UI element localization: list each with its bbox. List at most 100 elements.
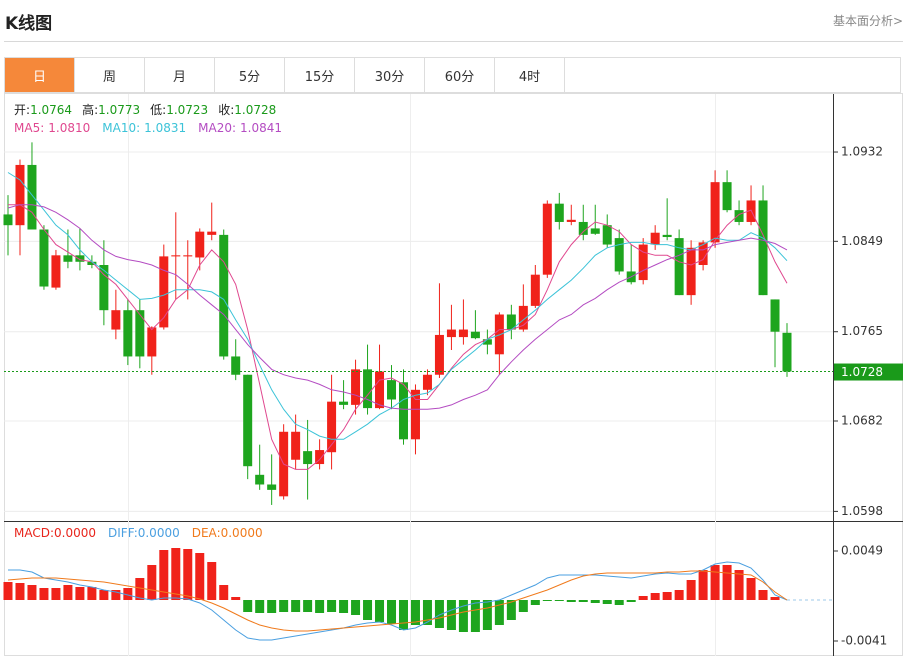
period-tab[interactable]: 周 [75, 58, 145, 92]
readout-value: 0.0000 [54, 526, 96, 540]
macd-bar [506, 600, 516, 620]
candle-body [387, 380, 397, 400]
candle-body [51, 255, 61, 288]
candle-body [674, 238, 684, 296]
ohlc-label: 高 [82, 102, 94, 117]
period-tab[interactable]: 15分 [285, 58, 355, 92]
macd-bar [650, 593, 660, 600]
candle-body [363, 369, 373, 409]
candle-body [710, 182, 720, 243]
macd-bar [3, 582, 13, 600]
period-tab[interactable]: 月 [145, 58, 215, 92]
candle-body [602, 225, 612, 245]
period-tab[interactable]: 60分 [425, 58, 495, 92]
macd-bar [602, 600, 612, 604]
macd-bar [482, 600, 492, 630]
macd-bar [87, 587, 97, 600]
readout-name: MA10 [102, 121, 136, 135]
period-tab[interactable]: 日 [5, 58, 75, 92]
macd-bar [387, 600, 397, 624]
candle-body [75, 255, 85, 262]
candle-body [614, 238, 624, 272]
candle-body [375, 371, 385, 409]
candle-body [15, 164, 25, 226]
ohlc-label: 开 [14, 103, 26, 117]
candle-body [147, 327, 157, 357]
readout-value: 1.0841 [240, 121, 282, 135]
macd-bar [279, 600, 289, 612]
readout-name: MA20 [198, 121, 232, 135]
ma-line [7, 204, 788, 410]
macd-bar [195, 553, 205, 600]
candle-body [219, 234, 229, 357]
ohlc-label: 低 [150, 103, 162, 117]
candle-body [686, 247, 696, 296]
readout-name: MACD [14, 526, 50, 540]
candle-body [195, 231, 205, 258]
candle-body [590, 228, 600, 234]
y-tick-label: 1.0765 [841, 324, 883, 338]
macd-bar [159, 550, 169, 600]
candle-body [470, 331, 480, 339]
macd-bar [542, 600, 552, 601]
macd-bar [123, 588, 133, 600]
fundamental-link[interactable]: 基本面分析> [832, 14, 903, 28]
macd-bar [303, 600, 313, 612]
candle-body [446, 329, 456, 338]
ohlc-label: 收 [218, 103, 230, 117]
macd-bar [770, 597, 780, 600]
candle-body [566, 219, 576, 222]
macd-bar [422, 600, 432, 625]
candle-body [662, 234, 672, 238]
candle-body [398, 382, 408, 440]
candle-body [3, 214, 13, 226]
current-price-tag [834, 363, 903, 381]
macd-bar [147, 565, 157, 600]
macd-line [8, 561, 788, 641]
macd-bar [566, 600, 576, 602]
macd-bar [99, 590, 109, 600]
readout-value: 1.0831 [144, 121, 186, 135]
macd-bar [518, 600, 528, 612]
candle-body [171, 255, 181, 257]
macd-bar [746, 578, 756, 600]
y-tick-label: 0.0049 [841, 544, 883, 558]
y-tick-label: 1.0849 [841, 234, 883, 248]
indicator-readout: MA5: 1.0810 MA10: 1.0831 MA20: 1.0841 [14, 121, 282, 135]
macd-bar [614, 600, 624, 605]
candle-body [422, 374, 432, 390]
macd-bar [554, 600, 564, 601]
ohlc-value: 1.0764 [30, 103, 72, 117]
y-tick-label: 1.0598 [841, 504, 883, 518]
macd-bar [758, 590, 768, 600]
ohlc-separator: : [230, 103, 234, 117]
macd-bar [39, 588, 49, 600]
period-tab[interactable]: 4时 [495, 58, 565, 92]
candle-body [327, 401, 337, 453]
candle-body [303, 451, 313, 465]
readout-separator: : [136, 121, 140, 135]
period-tab[interactable]: 5分 [215, 58, 285, 92]
period-tabs: 日周月 5分 15分 30分 60分 4时 [4, 57, 901, 93]
y-tick-label: -0.0041 [841, 634, 887, 648]
macd-bar [51, 588, 61, 600]
candle-body [87, 261, 97, 265]
candle-body [518, 305, 528, 330]
macd-bar [470, 600, 480, 632]
macd-bar [15, 583, 25, 600]
candle-body [578, 221, 588, 235]
readout-value: 1.0810 [48, 121, 90, 135]
readout-name: DEA [192, 526, 218, 540]
candle-body [183, 255, 193, 257]
macd-bar [291, 600, 301, 612]
macd-bar [710, 565, 720, 600]
period-tab[interactable]: 30分 [355, 58, 425, 92]
ohlc-separator: : [162, 103, 166, 117]
readout-separator: : [40, 121, 44, 135]
macd-bar [267, 600, 277, 613]
macd-bar [434, 600, 444, 628]
candle-body [255, 474, 265, 485]
readout-value: 0.0000 [138, 526, 180, 540]
candle-body [39, 229, 49, 287]
